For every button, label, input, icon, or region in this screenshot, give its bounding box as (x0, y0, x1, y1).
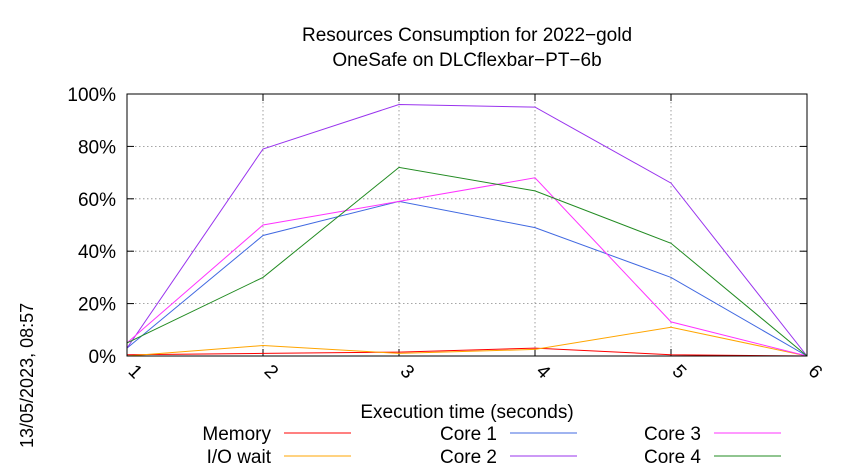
chart-title: Resources Consumption for 2022−gold (302, 25, 632, 46)
x-tick-label: 6 (804, 361, 826, 383)
chart-subtitle: OneSafe on DLCflexbar−PT−6b (332, 50, 601, 71)
x-tick-label: 5 (668, 361, 690, 383)
series-line-core-2 (126, 103, 808, 357)
y-tick-label: 0% (89, 347, 117, 368)
timestamp-label: 13/05/2023, 08:57 (17, 303, 37, 448)
legend-label: Core 4 (644, 447, 701, 468)
y-tick-label: 80% (78, 137, 116, 158)
x-tick-label: 4 (532, 361, 555, 384)
plot-border (126, 93, 808, 357)
legend-label: I/O wait (207, 447, 272, 468)
y-tick-label: 100% (67, 85, 116, 106)
series-line-i-o-wait (126, 326, 808, 357)
legend-label: Core 3 (644, 424, 701, 445)
y-tick-label: 20% (78, 295, 116, 316)
x-tick-label: 1 (124, 361, 146, 383)
x-axis: 1 2 3 4 5 6 (124, 94, 826, 384)
series-line-core-1 (126, 200, 808, 357)
grid (127, 94, 807, 356)
legend-label: Core 1 (440, 424, 497, 445)
x-axis-label: Execution time (seconds) (360, 402, 573, 423)
x-tick-label: 2 (260, 361, 282, 383)
series (126, 103, 808, 357)
y-axis: 0% 20% 40% 60% 80% 100% (67, 85, 807, 368)
y-tick-label: 60% (78, 190, 116, 211)
series-line-core-3 (126, 177, 808, 357)
y-tick-label: 40% (78, 242, 116, 263)
legend-label: Core 2 (440, 447, 497, 468)
legend-label: Memory (202, 424, 271, 445)
series-line-memory (126, 347, 808, 357)
x-tick-label: 3 (396, 361, 418, 383)
series-line-core-4 (126, 166, 808, 357)
